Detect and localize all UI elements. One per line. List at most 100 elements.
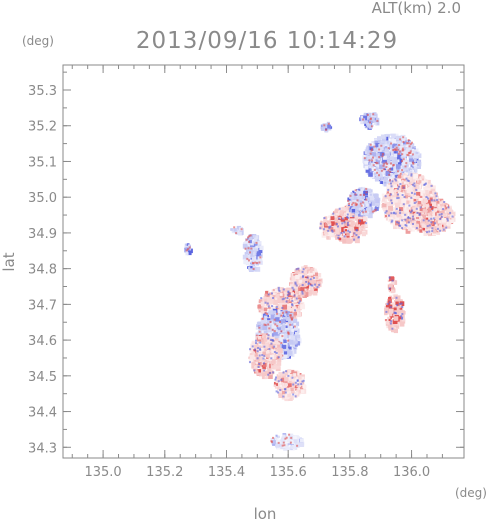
- echo-pixel: [302, 270, 308, 276]
- echo-pixel: [294, 288, 297, 291]
- echo-pixel: [280, 291, 284, 295]
- echo-pixel: [404, 165, 407, 168]
- echo-pixel: [289, 277, 293, 281]
- echo-pixel: [296, 300, 300, 304]
- echo-pixel: [448, 221, 452, 225]
- echo-pixel: [451, 215, 454, 218]
- echo-pixel: [395, 217, 401, 222]
- echo-pixel: [358, 227, 361, 231]
- echo-pixel: [383, 163, 387, 167]
- echo-pixel: [366, 122, 370, 126]
- echo-pixel: [293, 318, 298, 323]
- echo-pixel: [261, 359, 264, 362]
- echo-pixel: [308, 271, 314, 276]
- echo-pixel: [302, 379, 305, 382]
- echo-pixel: [257, 347, 260, 349]
- echo-pixel: [262, 323, 265, 326]
- echo-pixel: [363, 115, 368, 121]
- echo-pixel: [315, 276, 319, 279]
- echo-pixel: [432, 217, 435, 220]
- echo-pixel: [365, 191, 368, 194]
- echo-pixel: [380, 144, 383, 147]
- echo-pixel: [277, 380, 280, 383]
- echo-pixel: [276, 356, 279, 360]
- echo-pixel: [447, 224, 451, 228]
- echo-pixel: [391, 219, 394, 222]
- echo-pixel: [290, 387, 294, 392]
- echo-pixel: [397, 193, 399, 196]
- echo-pixel: [282, 353, 287, 358]
- echo-pixel: [408, 151, 411, 154]
- echo-pixel: [280, 310, 283, 313]
- echo-pixel: [367, 213, 373, 219]
- echo-pixel: [406, 185, 410, 188]
- echo-pixel: [373, 148, 378, 153]
- echo-pixel: [282, 441, 285, 444]
- echo-pixel: [407, 154, 410, 157]
- echo-pixel: [412, 183, 414, 186]
- echo-pixel: [256, 370, 262, 376]
- echo-pixel: [429, 225, 433, 229]
- echo-pixel: [267, 334, 270, 337]
- echo-pixel: [298, 300, 301, 303]
- echo-pixel: [388, 183, 391, 185]
- echo-pixel: [374, 172, 377, 175]
- echo-pixel: [429, 190, 433, 194]
- echo-pixel: [405, 177, 408, 180]
- echo-pixel: [354, 217, 358, 221]
- echo-pixel: [277, 389, 281, 393]
- echo-pixel: [408, 157, 413, 162]
- echo-pixel: [400, 314, 405, 319]
- echo-pixel: [413, 182, 416, 185]
- echo-pixel: [285, 325, 288, 328]
- echo-pixel: [279, 293, 283, 296]
- echo-pixel: [384, 148, 389, 153]
- echo-pixel: [285, 321, 288, 324]
- echo-pixel: [324, 232, 328, 236]
- echo-pixel: [185, 252, 189, 256]
- echo-pixel: [383, 168, 387, 172]
- echo-pixel: [421, 224, 425, 228]
- echo-pixel: [296, 436, 300, 439]
- echo-pixel: [390, 142, 393, 145]
- echo-pixel: [293, 373, 297, 377]
- echo-pixel: [404, 204, 410, 209]
- echo-pixel: [275, 390, 278, 393]
- echo-pixel: [250, 354, 255, 360]
- echo-pixel: [391, 214, 396, 219]
- echo-pixel: [388, 296, 392, 300]
- echo-pixel: [369, 203, 373, 207]
- echo-pixel: [267, 337, 270, 340]
- echo-pixel: [369, 118, 372, 121]
- echo-pixel: [391, 287, 395, 291]
- echo-pixel: [283, 351, 288, 355]
- echo-pixel: [323, 217, 326, 219]
- echo-pixel: [389, 168, 391, 170]
- echo-pixel: [363, 157, 367, 161]
- echo-pixel: [389, 170, 392, 173]
- echo-pixel: [324, 230, 328, 234]
- echo-pixel: [355, 203, 358, 206]
- echo-pixel: [292, 301, 295, 304]
- echo-pixel: [406, 200, 410, 204]
- echo-pixel: [264, 364, 270, 370]
- echo-pixel: [398, 162, 402, 166]
- echo-pixel: [266, 302, 269, 305]
- echo-pixel: [281, 335, 284, 338]
- echo-pixel: [287, 333, 290, 336]
- echo-pixel: [397, 152, 400, 155]
- echo-pixel: [384, 306, 387, 309]
- echo-pixel: [410, 173, 415, 178]
- echo-pixel: [256, 252, 262, 258]
- echo-pixel: [409, 185, 415, 190]
- echo-pixel: [265, 370, 271, 376]
- echo-pixel: [327, 124, 332, 129]
- echo-pixel: [386, 142, 390, 146]
- echo-pixel: [421, 199, 424, 202]
- echo-pixel: [261, 318, 267, 324]
- echo-pixel: [393, 164, 398, 169]
- echo-pixel: [320, 220, 323, 223]
- echo-pixel: [255, 332, 259, 337]
- echo-pixel: [293, 325, 296, 328]
- echo-pixel: [312, 290, 318, 296]
